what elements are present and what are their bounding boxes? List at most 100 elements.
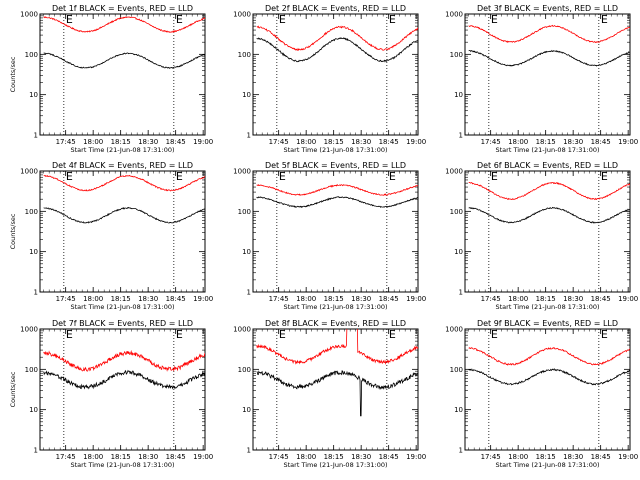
lld-rate-line [256, 183, 418, 196]
lld-rate-line [256, 329, 418, 365]
detector-panel-4: Det 4f BLACK = Events, RED = LLD 1 10 100 10… [9, 161, 213, 311]
x-tick-label: 17:45 [269, 453, 289, 461]
lld-rate-line [43, 349, 205, 372]
x-tick-label: 18:30 [563, 138, 583, 146]
y-tick-label: 1000 [20, 11, 38, 19]
x-tick-label: 17:45 [269, 295, 289, 303]
x-tick-label: 17:45 [481, 453, 501, 461]
y-tick-label: 1 [459, 447, 463, 455]
x-tick-label: 18:00 [296, 295, 316, 303]
events-rate-line [43, 52, 205, 69]
x-tick-label: 18:15 [111, 295, 131, 303]
x-tick-label: 19:00 [406, 295, 426, 303]
event-marker-label: E [176, 170, 183, 183]
event-marker-label: E [491, 328, 498, 341]
x-axis-label: Start Time (21-Jun-08 17:31:00) [71, 303, 175, 311]
panel-title: Det 4f BLACK = Events, RED = LLD [52, 161, 193, 170]
x-tick-label: 18:30 [138, 138, 158, 146]
event-marker-label: E [176, 328, 183, 341]
lld-rate-line [43, 174, 205, 192]
x-tick-label: 18:45 [591, 138, 611, 146]
y-axis-label: Counts/sec [9, 56, 17, 92]
x-axis-label: Start Time (21-Jun-08 17:31:00) [284, 146, 388, 154]
y-tick-label: 10 [242, 248, 251, 256]
y-tick-label: 1000 [233, 11, 251, 19]
event-marker-label: E [66, 328, 73, 341]
x-axis-label: Start Time (21-Jun-08 17:31:00) [71, 146, 175, 154]
x-tick-label: 17:45 [481, 295, 501, 303]
y-tick-label: 1000 [233, 168, 251, 176]
y-tick-label: 100 [25, 51, 38, 59]
events-rate-line [468, 49, 630, 67]
plot-frame [464, 170, 631, 293]
y-tick-label: 10 [29, 406, 38, 414]
panel-title: Det 8f BLACK = Events, RED = LLD [265, 319, 406, 328]
x-tick-label: 17:45 [56, 453, 76, 461]
x-tick-label: 19:00 [193, 295, 213, 303]
event-marker-label: E [491, 13, 498, 26]
detector-panel-2: Det 2f BLACK = Events, RED = LLD 1 10 100 10… [233, 4, 426, 154]
plot-frame [252, 13, 419, 136]
x-tick-label: 18:15 [111, 138, 131, 146]
x-tick-label: 18:00 [83, 138, 103, 146]
detector-panel-6: Det 6f BLACK = Events, RED = LLD 1 10 100 10… [445, 161, 638, 311]
detector-panel-7: Det 7f BLACK = Events, RED = LLD 1 10 100 10… [9, 319, 213, 469]
x-tick-label: 18:45 [379, 138, 399, 146]
y-tick-label: 10 [242, 406, 251, 414]
y-tick-label: 1 [247, 132, 251, 140]
events-rate-line [256, 37, 418, 63]
x-tick-label: 19:00 [618, 295, 638, 303]
x-tick-label: 18:30 [351, 453, 371, 461]
y-tick-label: 100 [238, 51, 251, 59]
panel-title: Det 7f BLACK = Events, RED = LLD [52, 319, 193, 328]
y-tick-label: 10 [29, 91, 38, 99]
x-tick-label: 18:00 [296, 453, 316, 461]
x-axis-label: Start Time (21-Jun-08 17:31:00) [284, 461, 388, 469]
x-tick-label: 18:45 [591, 453, 611, 461]
y-tick-label: 10 [454, 406, 463, 414]
event-marker-label: E [279, 328, 286, 341]
events-rate-line [468, 368, 630, 386]
events-rate-line [468, 206, 630, 224]
x-axis-label: Start Time (21-Jun-08 17:31:00) [496, 146, 600, 154]
plot-frame [252, 170, 419, 293]
panel-title: Det 1f BLACK = Events, RED = LLD [52, 4, 193, 13]
plot-frame [39, 13, 206, 136]
x-tick-label: 18:00 [508, 138, 528, 146]
lld-rate-line [256, 25, 418, 52]
event-marker-label: E [389, 328, 396, 341]
detector-panel-8: Det 8f BLACK = Events, RED = LLD 1 10 100 10… [233, 319, 426, 469]
x-tick-label: 17:45 [56, 138, 76, 146]
detector-panel-5: Det 5f BLACK = Events, RED = LLD 1 10 100 10… [233, 161, 426, 311]
event-marker-label: E [176, 13, 183, 26]
y-tick-label: 1000 [233, 326, 251, 334]
x-tick-label: 17:45 [481, 138, 501, 146]
event-marker-label: E [601, 170, 608, 183]
plot-frame [39, 328, 206, 451]
events-rate-line [43, 369, 205, 390]
x-axis-label: Start Time (21-Jun-08 17:31:00) [496, 461, 600, 469]
x-tick-label: 18:45 [591, 295, 611, 303]
event-marker-label: E [601, 13, 608, 26]
x-tick-label: 18:30 [351, 138, 371, 146]
x-tick-label: 19:00 [618, 138, 638, 146]
x-tick-label: 18:30 [138, 295, 158, 303]
x-axis-label: Start Time (21-Jun-08 17:31:00) [284, 303, 388, 311]
lld-rate-line [43, 16, 205, 34]
x-axis-label: Start Time (21-Jun-08 17:31:00) [496, 303, 600, 311]
events-rate-line [256, 196, 418, 209]
event-marker-label: E [66, 170, 73, 183]
y-tick-label: 1 [459, 132, 463, 140]
x-tick-label: 18:15 [324, 453, 344, 461]
x-tick-label: 18:15 [324, 295, 344, 303]
x-tick-label: 18:15 [536, 295, 556, 303]
x-tick-label: 18:45 [166, 138, 186, 146]
x-tick-label: 18:00 [508, 453, 528, 461]
x-tick-label: 17:45 [269, 138, 289, 146]
x-tick-label: 18:30 [563, 295, 583, 303]
y-tick-label: 100 [450, 366, 463, 374]
y-tick-label: 1000 [445, 326, 463, 334]
x-tick-label: 19:00 [618, 453, 638, 461]
detector-panel-3: Det 3f BLACK = Events, RED = LLD 1 10 100 10… [445, 4, 638, 154]
x-tick-label: 18:30 [138, 453, 158, 461]
